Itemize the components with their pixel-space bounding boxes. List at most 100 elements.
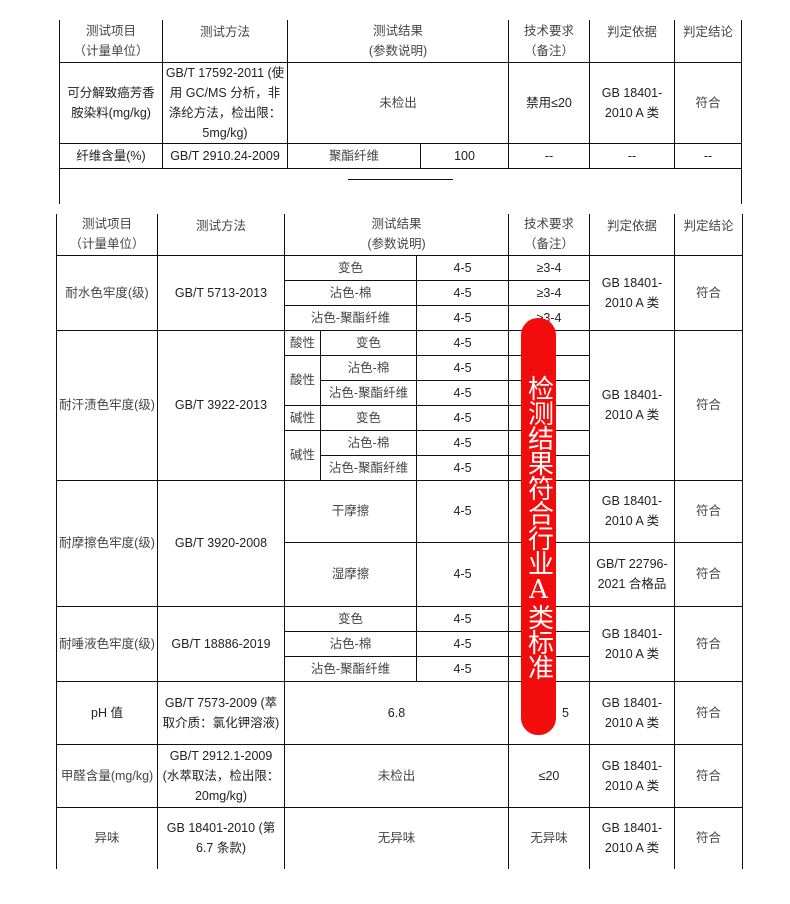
header-basis: 判定依据 xyxy=(589,20,676,63)
sub-label: 沾色-棉 xyxy=(320,429,417,456)
value-cell: 4-5 xyxy=(416,454,509,481)
basis-cell: GB 18401-2010 A 类 xyxy=(589,605,675,682)
conclusion-cell: 符合 xyxy=(674,61,743,144)
table-row: 耐唾液色牢度(级) GB/T 18886-2019 变色 4-5 GB 1840… xyxy=(56,605,743,682)
req-cell: ≥3-4 xyxy=(508,254,590,281)
item-cell: 耐水色牢度(级) xyxy=(56,254,158,331)
method-cell: GB 18401-2010 (第 6.7 条款) xyxy=(157,806,285,869)
sub-label: 变色 xyxy=(284,254,417,281)
table-row: 沾色-棉 4-5 ≥3-4 xyxy=(57,279,743,306)
item-cell: 耐摩擦色牢度(级) xyxy=(56,479,158,607)
sub-label: 沾色-棉 xyxy=(284,630,417,657)
alkali-label: 碱性 xyxy=(284,404,321,431)
basis-cell: GB 18401-2010 A 类 xyxy=(589,806,675,869)
sub-label: 沾色-棉 xyxy=(284,279,417,306)
value-cell: 4-5 xyxy=(416,379,509,406)
table-row: pH 值 GB/T 7573-2009 (萃取介质：氯化钾溶液) 6.8 5 G… xyxy=(56,680,743,745)
basis-cell: GB 18401-2010 A 类 xyxy=(589,61,676,144)
result-cell: 6.8 xyxy=(284,680,509,745)
header-item: 测试项目 （计量单位） xyxy=(56,214,158,256)
basis-cell: GB/T 22796-2021 合格品 xyxy=(589,541,675,607)
item-cell: 异味 xyxy=(56,806,158,869)
table-row: 耐水色牢度(级) GB/T 5713-2013 变色 4-5 ≥3-4 GB 1… xyxy=(56,254,743,331)
sub-label: 变色 xyxy=(320,404,417,431)
value-cell: 4-5 xyxy=(416,354,509,381)
acid-label: 酸性 xyxy=(284,354,321,406)
sub-label: 沾色-聚酯纤维 xyxy=(284,655,417,682)
value-cell: 4-5 xyxy=(416,404,509,431)
sub-label: 沾色-聚酯纤维 xyxy=(284,304,417,331)
conclusion-cell: 符合 xyxy=(674,680,743,745)
header-result-note: (参数说明) xyxy=(368,43,428,58)
sub-label: 沾色-聚酯纤维 xyxy=(320,454,417,481)
conclusion-cell: 符合 xyxy=(674,541,743,607)
method-cell: GB/T 2910.24-2009 xyxy=(162,142,288,169)
end-row xyxy=(58,167,743,204)
header-req-label: 技术要求 xyxy=(523,217,574,232)
header-req-note: （备注） xyxy=(524,43,575,58)
sub-label: 变色 xyxy=(320,329,417,356)
table-row: 纤维含量(%) GB/T 2910.24-2009 聚酯纤维 100 -- --… xyxy=(59,142,743,169)
method-cell: GB/T 7573-2009 (萃取介质：氯化钾溶液) xyxy=(157,680,285,745)
header-method: 测试方法 xyxy=(157,214,285,256)
req-cell: 无异味 xyxy=(508,806,590,869)
result-cell: 未检出 xyxy=(284,743,509,808)
table-row: 甲醛含量(mg/kg) GB/T 2912.1-2009 (水萃取法，检出限：2… xyxy=(56,743,743,808)
value-cell: 4-5 xyxy=(416,605,509,632)
req-cell: ≥3-4 xyxy=(508,279,590,306)
result-cell: 未检出 xyxy=(286,61,510,144)
acid-label: 酸性 xyxy=(284,329,321,356)
item-cell: 耐汗渍色牢度(级) xyxy=(56,329,158,481)
value-cell: 4-5 xyxy=(416,541,509,607)
compliance-banner: 检测结果符合行业A类标准 xyxy=(521,318,556,735)
header-req: 技术要求 （备注） xyxy=(508,214,590,256)
table-row: 耐汗渍色牢度(级) GB/T 3922-2013 酸性 变色 4-5 GB 18… xyxy=(56,329,743,481)
conclusion-cell: 符合 xyxy=(674,743,743,808)
test-results-table-2: 测试项目 （计量单位） 测试方法 测试结果 (参数说明) 技术要求 （备注） 判定依据… xyxy=(56,214,743,869)
item-cell: 耐唾液色牢度(级) xyxy=(56,605,158,682)
table-row: 异味 GB 18401-2010 (第 6.7 条款) 无异味 无异味 GB 1… xyxy=(56,806,743,869)
header-result-note: (参数说明) xyxy=(367,237,426,252)
item-cell: 纤维含量(%) xyxy=(59,142,163,169)
conclusion-cell: 符合 xyxy=(674,329,743,481)
method-cell: GB/T 5713-2013 xyxy=(157,254,285,331)
table-row: 湿摩擦 4-5 GB/T 22796-2021 合格品 符合 xyxy=(57,541,743,607)
method-cell: GB/T 3922-2013 xyxy=(157,329,285,481)
table-row: 耐摩擦色牢度(级) GB/T 3920-2008 干摩擦 4-5 GB 1840… xyxy=(56,479,743,607)
basis-cell: GB 18401-2010 A 类 xyxy=(589,479,675,543)
conclusion-cell: 符合 xyxy=(674,806,743,869)
req-cell: 禁用≤20 xyxy=(508,61,591,144)
method-cell: GB/T 17592-2011 (使用 GC/MS 分析，非涤纶方法，检出限：5… xyxy=(162,61,288,144)
value-cell: 4-5 xyxy=(416,479,509,543)
table-row: 可分解致癌芳香胺染料(mg/kg) GB/T 17592-2011 (使用 GC… xyxy=(59,61,743,144)
header-item-label: 测试项目 xyxy=(85,23,136,38)
header-item-unit: （计量单位） xyxy=(73,43,149,58)
value-cell: 4-5 xyxy=(416,304,509,331)
conclusion-cell: 符合 xyxy=(674,479,743,543)
value-cell: 100 xyxy=(419,142,510,169)
value-cell: 4-5 xyxy=(416,630,509,657)
conclusion-cell: -- xyxy=(674,142,743,169)
method-cell: GB/T 3920-2008 xyxy=(157,479,285,607)
req-cell: -- xyxy=(508,142,591,169)
value-cell: 4-5 xyxy=(416,329,509,356)
header-result-label: 测试结果 xyxy=(373,23,424,38)
method-cell: GB/T 2912.1-2009 (水萃取法，检出限：20mg/kg) xyxy=(157,743,285,808)
sub-label: 沾色-聚酯纤维 xyxy=(320,379,417,406)
header-basis: 判定依据 xyxy=(589,214,675,256)
test-results-table-1: 测试项目 （计量单位） 测试方法 测试结果 (参数说明) 技术要求 （备注） 判定依据… xyxy=(58,20,743,204)
req-cell: ≤20 xyxy=(508,743,590,808)
basis-cell: -- xyxy=(589,142,676,169)
item-cell: pH 值 xyxy=(56,680,158,745)
alkali-label: 碱性 xyxy=(284,429,321,481)
basis-cell: GB 18401-2010 A 类 xyxy=(589,329,675,481)
header-result: 测试结果 (参数说明) xyxy=(286,20,510,63)
header-conclusion: 判定结论 xyxy=(674,214,743,256)
header-result: 测试结果 (参数说明) xyxy=(284,214,509,256)
sub-label: 沾色-棉 xyxy=(320,354,417,381)
header-req-note: （备注） xyxy=(523,237,574,252)
value-cell: 4-5 xyxy=(416,254,509,281)
value-cell: 4-5 xyxy=(416,429,509,456)
basis-cell: GB 18401-2010 A 类 xyxy=(589,680,675,745)
header-item-unit: （计量单位） xyxy=(69,237,145,252)
